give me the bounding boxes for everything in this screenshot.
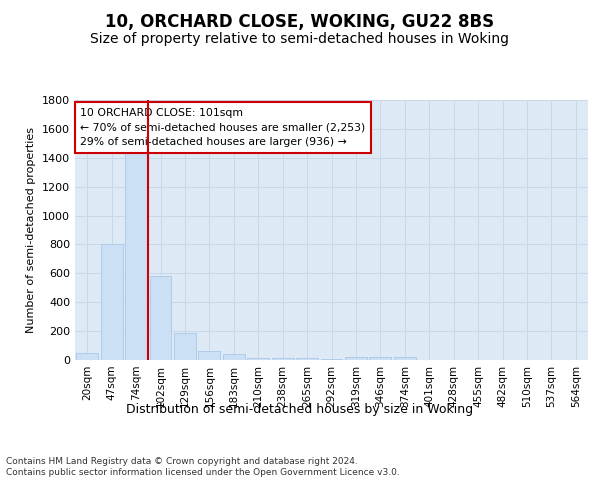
Bar [370,358,391,360]
Bar [149,276,172,360]
Bar [247,358,269,360]
Bar [345,357,367,360]
Bar [125,144,147,360]
Text: Distribution of semi-detached houses by size in Woking: Distribution of semi-detached houses by … [127,402,473,415]
Bar [272,358,293,360]
Text: Size of property relative to semi-detached houses in Woking: Size of property relative to semi-detach… [91,32,509,46]
Text: 10, ORCHARD CLOSE, WOKING, GU22 8BS: 10, ORCHARD CLOSE, WOKING, GU22 8BS [106,12,494,30]
Bar [76,353,98,360]
Text: 10 ORCHARD CLOSE: 101sqm
← 70% of semi-detached houses are smaller (2,253)
29% o: 10 ORCHARD CLOSE: 101sqm ← 70% of semi-d… [80,108,365,148]
Bar [296,358,318,360]
Text: Contains HM Land Registry data © Crown copyright and database right 2024.
Contai: Contains HM Land Registry data © Crown c… [6,458,400,477]
Bar [199,352,220,360]
Bar [174,332,196,360]
Y-axis label: Number of semi-detached properties: Number of semi-detached properties [26,127,37,333]
Bar [101,244,122,360]
Bar [394,358,416,360]
Bar [223,354,245,360]
